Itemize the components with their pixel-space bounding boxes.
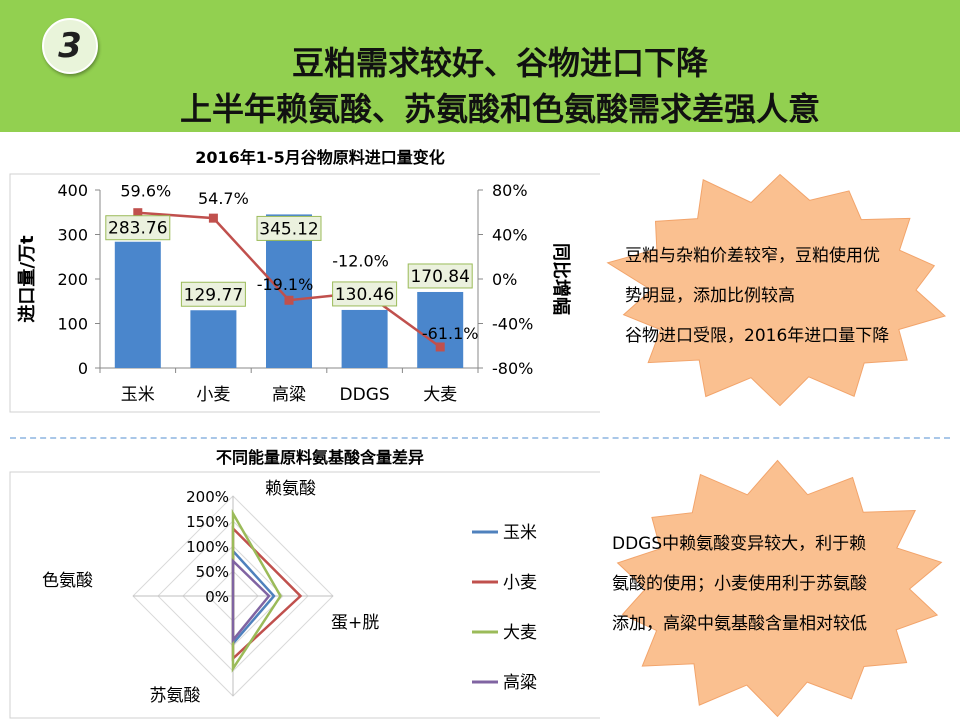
bar-value-label: 129.77 <box>184 285 243 305</box>
note-top-line3: 谷物进口受限，2016年进口量下降 <box>625 326 890 346</box>
note-bottom-line1: DDGS中赖氨酸变异较大，利于赖 <box>612 534 867 554</box>
bar-value-label: 170.84 <box>410 267 469 287</box>
radar-axis-label: 蛋+胱 <box>331 613 379 633</box>
y-tick-label: 300 <box>57 226 88 245</box>
x-tick-label: 小麦 <box>196 385 230 405</box>
growth-value-label: 59.6% <box>120 182 171 201</box>
legend-label: 小麦 <box>503 573 537 593</box>
y-axis-title: 进口量/万t <box>16 235 38 323</box>
bar-玉米 <box>114 241 161 368</box>
radar-axis-label: 赖氨酸 <box>265 479 316 499</box>
radar-chart-title: 不同能量原料氨基酸含量差异 <box>215 448 424 467</box>
note-burst-top <box>606 173 947 407</box>
radar-tick-label: 200% <box>186 488 229 506</box>
bar-value-label: 283.76 <box>108 219 167 239</box>
burst-shape <box>606 173 947 407</box>
bar-value-box <box>180 281 246 307</box>
legend-label: 大麦 <box>503 623 537 643</box>
bar-chart-title: 2016年1-5月谷物原料进口量变化 <box>195 148 445 167</box>
growth-value-label: -61.1% <box>422 324 479 343</box>
radar-series-高粱 <box>231 558 271 644</box>
radar-tick-label: 0% <box>205 588 229 606</box>
burst-shape <box>616 459 943 718</box>
radar-frame <box>9 471 600 719</box>
x-tick-label: 大麦 <box>423 385 457 405</box>
radar-tick-label: 100% <box>186 538 229 556</box>
radar-axis-label: 苏氨酸 <box>150 686 201 706</box>
y-tick-label: 100 <box>57 315 88 334</box>
y2-axis-title: 同比增幅 <box>550 243 572 315</box>
growth-marker <box>133 208 143 218</box>
section-number-badge: 3 <box>42 18 98 74</box>
note-top: 豆粕与杂粕价差较窄，豆粕使用优 势明显，添加比例较高 谷物进口受限，2016年进… <box>625 236 955 356</box>
bar-DDGS <box>341 309 388 368</box>
y2-tick-label: 0% <box>492 270 517 289</box>
note-bottom-line2: 氨酸的使用；小麦使用利于苏氨酸 <box>612 574 867 594</box>
y-tick-label: 200 <box>57 270 88 289</box>
note-burst-bottom <box>616 459 943 718</box>
slide-title-line1: 豆粕需求较好、谷物进口下降 <box>291 44 708 82</box>
growth-value-label: 54.7% <box>198 189 249 208</box>
growth-marker <box>208 213 218 223</box>
growth-value-label: -19.1% <box>257 275 314 294</box>
y2-tick-label: -40% <box>492 315 533 334</box>
bar-value-box <box>332 281 398 307</box>
y2-tick-label: 80% <box>492 181 528 200</box>
x-tick-label: DDGS <box>340 385 390 405</box>
y2-tick-label: 40% <box>492 226 528 245</box>
bar-value-box <box>105 215 171 241</box>
y2-tick-label: -80% <box>492 359 533 378</box>
radar-tick-label: 50% <box>196 563 229 581</box>
growth-marker <box>284 295 294 305</box>
note-top-line2: 势明显，添加比例较高 <box>625 286 795 306</box>
chart-frame <box>9 173 600 413</box>
note-bottom-line3: 添加，高粱中氨基酸含量相对较低 <box>612 614 867 634</box>
note-bottom: DDGS中赖氨酸变异较大，利于赖 氨酸的使用；小麦使用利于苏氨酸 添加，高粱中氨… <box>612 524 952 644</box>
section-divider <box>10 437 950 439</box>
bar-value-label: 130.46 <box>335 285 394 305</box>
legend-label: 高粱 <box>503 673 537 693</box>
growth-value-label: -12.0% <box>332 251 389 270</box>
bar-大麦 <box>417 291 464 368</box>
bar-小麦 <box>190 310 237 368</box>
y-tick-label: 400 <box>57 181 88 200</box>
note-top-line1: 豆粕与杂粕价差较窄，豆粕使用优 <box>625 246 880 266</box>
radar-tick-label: 150% <box>186 513 229 531</box>
growth-marker <box>435 342 445 352</box>
import-volume-chart: 400 300 200 100 0 80% 40% 0% -40% -80% 进口量/万t 同比增幅 2… <box>9 173 600 413</box>
bar-value-box <box>407 263 473 289</box>
header-banner <box>0 0 960 132</box>
bar-value-label: 345.12 <box>259 219 318 239</box>
legend-label: 玉米 <box>503 523 537 543</box>
slide-title-line2: 上半年赖氨酸、苏氨酸和色氨酸需求差强人意 <box>179 90 820 128</box>
x-tick-label: 玉米 <box>121 385 155 405</box>
y-tick-label: 0 <box>78 359 88 378</box>
radar-axis-label: 色氨酸 <box>42 571 93 591</box>
bar-value-box <box>256 215 322 241</box>
x-tick-label: 高粱 <box>272 385 306 405</box>
